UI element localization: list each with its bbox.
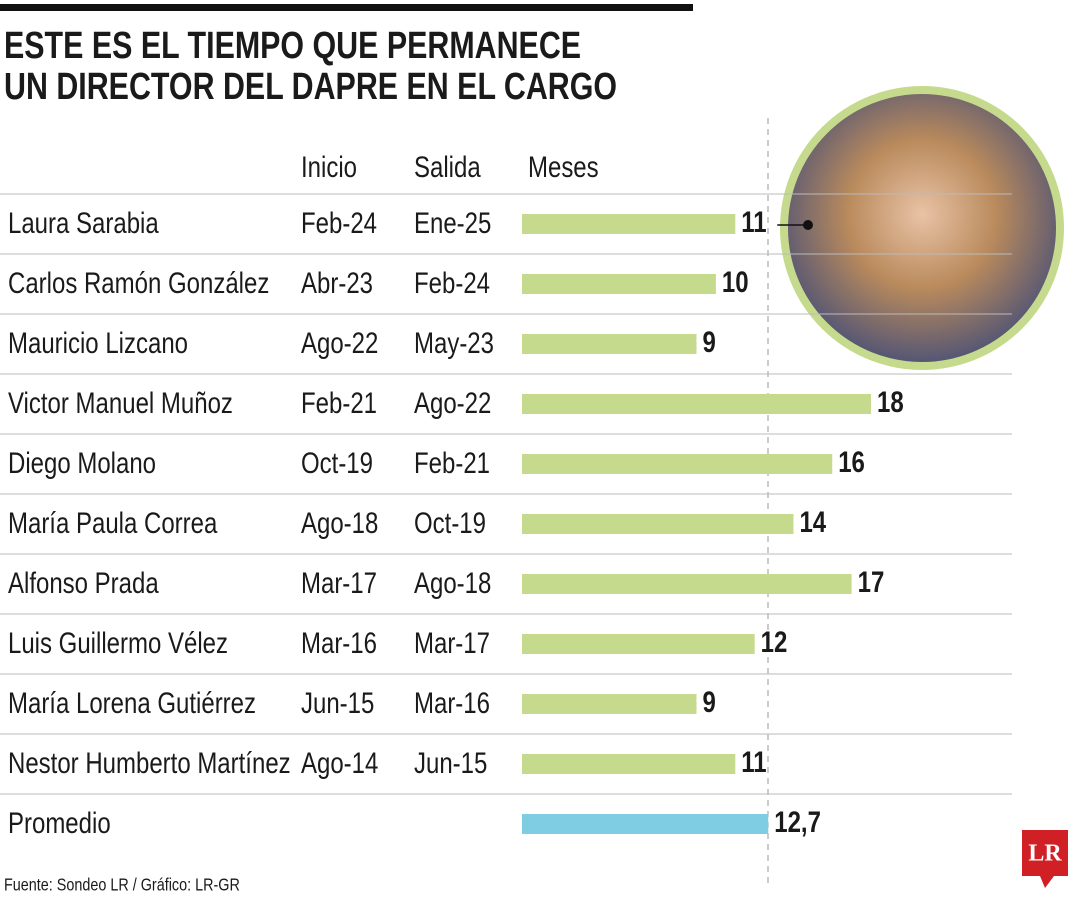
end-date: May-23 [414, 325, 494, 359]
end-date: Mar-17 [414, 625, 490, 659]
value-label: 17 [858, 564, 885, 598]
end-date: Mar-16 [414, 685, 490, 719]
top-rule [0, 4, 693, 11]
start-date: Feb-24 [301, 205, 377, 239]
bar [522, 574, 852, 594]
start-date: Ago-18 [301, 505, 378, 539]
end-date: Oct-19 [414, 505, 486, 539]
value-label: 11 [741, 204, 766, 238]
value-label: 11 [741, 744, 766, 778]
end-date: Jun-15 [414, 745, 487, 779]
value-label: 9 [702, 324, 715, 358]
bar [522, 334, 697, 354]
bar [522, 514, 794, 534]
chart-title: UN DIRECTOR DEL DAPRE EN EL CARGO [4, 66, 617, 108]
end-date: Ago-18 [414, 565, 491, 599]
row-label: María Lorena Gutiérrez [8, 685, 256, 719]
column-header: Meses [528, 149, 599, 183]
column-header: Inicio [301, 149, 357, 183]
bar [522, 814, 769, 834]
start-date: Abr-23 [301, 265, 373, 299]
row-label: Alfonso Prada [8, 565, 159, 599]
bar [522, 214, 736, 234]
bar [522, 394, 871, 414]
end-date: Feb-24 [414, 265, 490, 299]
portrait [780, 86, 1064, 370]
logo-box [1022, 830, 1068, 876]
value-label: 10 [722, 264, 749, 298]
start-date: Ago-14 [301, 745, 378, 779]
start-date: Feb-21 [301, 385, 377, 419]
row-label: María Paula Correa [8, 505, 218, 539]
column-header: Salida [414, 149, 481, 183]
row-label: Diego Molano [8, 445, 156, 479]
logo-tail [1040, 876, 1054, 888]
start-date: Jun-15 [301, 685, 374, 719]
row-label: Nestor Humberto Martínez [8, 745, 291, 779]
end-date: Ago-22 [414, 385, 491, 419]
callout-dot [803, 220, 813, 230]
start-date: Ago-22 [301, 325, 378, 359]
end-date: Ene-25 [414, 205, 491, 239]
value-label: 12 [761, 624, 788, 658]
row-label: Mauricio Lizcano [8, 325, 188, 359]
row-label: Luis Guillermo Vélez [8, 625, 228, 659]
start-date: Oct-19 [301, 445, 373, 479]
value-label: 18 [877, 384, 904, 418]
row-label: Promedio [8, 805, 111, 839]
value-label: 16 [838, 444, 865, 478]
source-note: Fuente: Sondeo LR / Gráfico: LR-GR [4, 875, 240, 895]
start-date: Mar-16 [301, 625, 377, 659]
row-label: Victor Manuel Muñoz [8, 385, 233, 419]
bar [522, 634, 755, 654]
end-date: Feb-21 [414, 445, 490, 479]
bar [522, 454, 833, 474]
value-label: 12,7 [774, 804, 821, 838]
row-label: Laura Sarabia [8, 205, 160, 239]
row-label: Carlos Ramón González [8, 265, 269, 299]
value-label: 9 [702, 684, 715, 718]
bar [522, 274, 716, 294]
bar [522, 694, 697, 714]
bar [522, 754, 736, 774]
chart-title: ESTE ES EL TIEMPO QUE PERMANECE [4, 25, 581, 67]
start-date: Mar-17 [301, 565, 377, 599]
logo-text: LR [1028, 841, 1062, 867]
value-label: 14 [799, 504, 826, 538]
